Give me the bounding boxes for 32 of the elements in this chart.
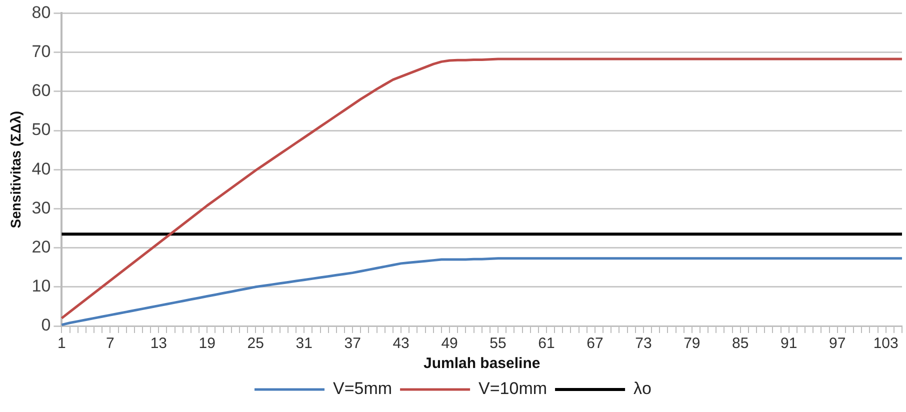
x-tick-label: 103 [873,335,898,352]
legend-label: λo [634,379,652,398]
x-tick-label: 55 [490,335,506,352]
y-tick-label: 40 [32,159,51,178]
x-tick-label: 79 [684,335,700,352]
y-tick-label: 70 [32,42,51,61]
y-tick-label: 20 [32,237,51,256]
legend-label: V=10mm [478,379,548,398]
legend-label: V=5mm [333,379,392,398]
x-tick-label: 37 [344,335,361,352]
y-tick-label: 80 [32,2,51,22]
y-tick-label: 30 [32,198,51,218]
y-tick-label: 0 [41,316,51,335]
y-tick-label: 60 [32,81,51,100]
x-tick-label: 85 [732,335,749,352]
x-tick-label: 73 [635,335,652,352]
x-tick-label: 19 [198,335,216,352]
x-tick-label: 91 [780,335,798,352]
y-tick-label: 50 [32,120,51,140]
x-tick-label: 13 [150,335,168,352]
x-tick-label: 31 [296,335,312,352]
x-tick-label: 49 [441,335,458,352]
x-tick-label: 7 [106,335,114,352]
x-tick-label: 1 [58,335,66,352]
x-tick-label: 67 [586,335,604,352]
x-tick-label: 61 [538,335,555,352]
y-tick-label: 10 [32,276,51,296]
x-axis-title: Jumlah baseline [423,355,540,372]
y-axis-title: Sensitivitas (ΣΔλ) [7,110,24,228]
x-tick-label: 43 [392,335,410,352]
x-tick-label: 97 [829,335,846,352]
x-tick-label: 25 [247,335,264,352]
